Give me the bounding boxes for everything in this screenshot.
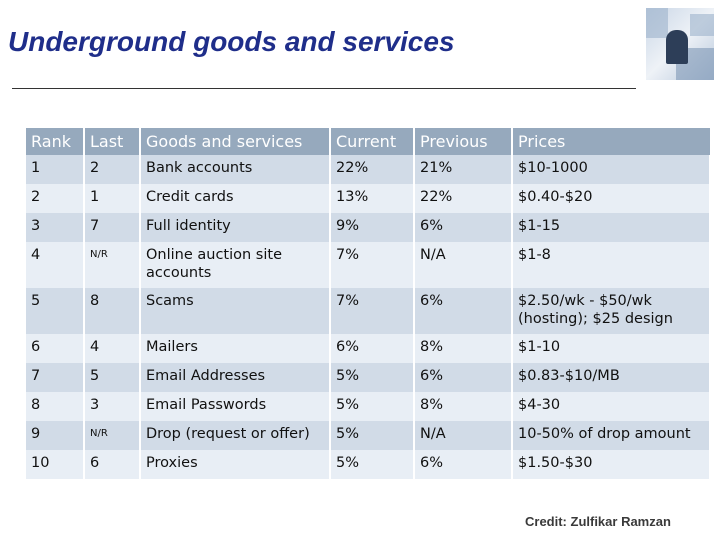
title-divider xyxy=(12,88,636,89)
cell-current: 7% xyxy=(330,242,415,288)
business-person-photo-icon xyxy=(646,8,714,80)
cell-rank: 9 xyxy=(26,421,85,450)
table-row: 2 1 Credit cards 13% 22% $0.40-$20 xyxy=(26,184,711,213)
cell-goods: Email Addresses xyxy=(140,363,331,392)
cell-last: 1 xyxy=(84,184,141,213)
header-current: Current xyxy=(330,128,415,155)
cell-current: 6% xyxy=(330,334,415,363)
logo-panel xyxy=(690,14,714,36)
cell-goods: Online auction site accounts xyxy=(140,242,331,288)
header-previous: Previous xyxy=(414,128,513,155)
table-row: 9 N/R Drop (request or offer) 5% N/A 10-… xyxy=(26,421,711,450)
cell-prices: $1-8 xyxy=(512,242,711,288)
cell-prices: $1-15 xyxy=(512,213,711,242)
cell-current: 5% xyxy=(330,363,415,392)
header-last: Last xyxy=(84,128,141,155)
cell-previous: 6% xyxy=(414,288,513,334)
goods-table: Rank Last Goods and services Current Pre… xyxy=(26,128,711,479)
cell-prices: $0.40-$20 xyxy=(512,184,711,213)
cell-current: 9% xyxy=(330,213,415,242)
cell-last: N/R xyxy=(84,242,141,288)
cell-rank: 7 xyxy=(26,363,85,392)
cell-last: 3 xyxy=(84,392,141,421)
table-row: 8 3 Email Passwords 5% 8% $4-30 xyxy=(26,392,711,421)
cell-prices: $2.50/wk - $50/wk (hosting); $25 design xyxy=(512,288,711,334)
credit-caption: Credit: Zulfikar Ramzan xyxy=(525,514,671,529)
cell-prices: $1-10 xyxy=(512,334,711,363)
table-row: 7 5 Email Addresses 5% 6% $0.83-$10/MB xyxy=(26,363,711,392)
cell-goods: Bank accounts xyxy=(140,155,331,184)
cell-rank: 6 xyxy=(26,334,85,363)
cell-previous: 6% xyxy=(414,213,513,242)
cell-previous: N/A xyxy=(414,421,513,450)
header-goods-and-services: Goods and services xyxy=(140,128,331,155)
table-row: 10 6 Proxies 5% 6% $1.50-$30 xyxy=(26,450,711,479)
cell-current: 7% xyxy=(330,288,415,334)
cell-rank: 1 xyxy=(26,155,85,184)
cell-last: 2 xyxy=(84,155,141,184)
logo-panel xyxy=(646,8,668,38)
cell-goods: Full identity xyxy=(140,213,331,242)
cell-prices: $10-1000 xyxy=(512,155,711,184)
cell-previous: 8% xyxy=(414,392,513,421)
cell-rank: 3 xyxy=(26,213,85,242)
cell-previous: 8% xyxy=(414,334,513,363)
table-row: 1 2 Bank accounts 22% 21% $10-1000 xyxy=(26,155,711,184)
cell-goods: Email Passwords xyxy=(140,392,331,421)
slide-title: Underground goods and services xyxy=(8,26,455,57)
table-row: 4 N/R Online auction site accounts 7% N/… xyxy=(26,242,711,288)
cell-prices: $1.50-$30 xyxy=(512,450,711,479)
cell-prices: $0.83-$10/MB xyxy=(512,363,711,392)
cell-goods: Mailers xyxy=(140,334,331,363)
cell-previous: 6% xyxy=(414,450,513,479)
cell-goods: Scams xyxy=(140,288,331,334)
cell-current: 5% xyxy=(330,450,415,479)
cell-current: 5% xyxy=(330,392,415,421)
table-row: 6 4 Mailers 6% 8% $1-10 xyxy=(26,334,711,363)
cell-rank: 4 xyxy=(26,242,85,288)
header-rank: Rank xyxy=(26,128,85,155)
cell-rank: 2 xyxy=(26,184,85,213)
cell-current: 13% xyxy=(330,184,415,213)
cell-last: 8 xyxy=(84,288,141,334)
cell-prices: 10-50% of drop amount xyxy=(512,421,711,450)
cell-last: 4 xyxy=(84,334,141,363)
cell-previous: N/A xyxy=(414,242,513,288)
cell-previous: 6% xyxy=(414,363,513,392)
table-row: 5 8 Scams 7% 6% $2.50/wk - $50/wk (hosti… xyxy=(26,288,711,334)
cell-rank: 10 xyxy=(26,450,85,479)
cell-last: 7 xyxy=(84,213,141,242)
cell-goods: Drop (request or offer) xyxy=(140,421,331,450)
cell-rank: 5 xyxy=(26,288,85,334)
table-row: 3 7 Full identity 9% 6% $1-15 xyxy=(26,213,711,242)
cell-last: N/R xyxy=(84,421,141,450)
cell-goods: Proxies xyxy=(140,450,331,479)
cell-previous: 22% xyxy=(414,184,513,213)
cell-goods: Credit cards xyxy=(140,184,331,213)
cell-current: 22% xyxy=(330,155,415,184)
cell-rank: 8 xyxy=(26,392,85,421)
table-header-row: Rank Last Goods and services Current Pre… xyxy=(26,128,710,155)
cell-previous: 21% xyxy=(414,155,513,184)
cell-last: 5 xyxy=(84,363,141,392)
cell-prices: $4-30 xyxy=(512,392,711,421)
logo-figure xyxy=(666,30,688,64)
header-prices: Prices xyxy=(512,128,710,155)
cell-current: 5% xyxy=(330,421,415,450)
cell-last: 6 xyxy=(84,450,141,479)
